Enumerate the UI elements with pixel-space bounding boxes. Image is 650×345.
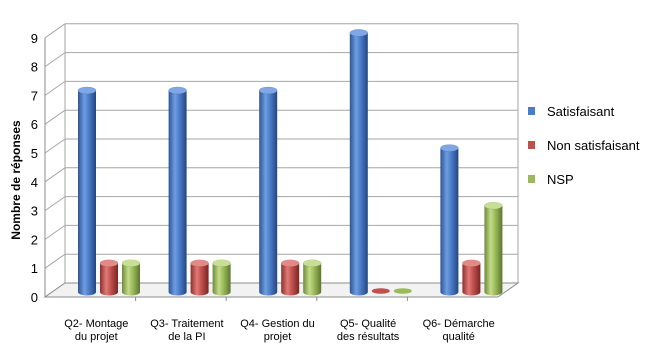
y-tick-label: 8	[31, 60, 38, 75]
bar	[302, 259, 322, 296]
gridline-side	[44, 253, 66, 269]
gridline-side	[44, 52, 66, 68]
legend-swatch	[528, 107, 535, 115]
y-tick-label: 5	[31, 146, 38, 161]
gridline-side	[44, 23, 66, 39]
y-tick-label: 9	[31, 31, 38, 46]
gridline-side	[44, 167, 66, 183]
y-tick-label: 2	[31, 232, 38, 247]
x-tick-label: Q5- Qualité des résultats	[337, 318, 400, 343]
bar	[349, 29, 369, 296]
bar	[462, 259, 481, 296]
y-tick-label: 3	[31, 204, 38, 219]
bar	[258, 86, 278, 296]
legend-label: NSP	[547, 172, 574, 187]
bar	[121, 259, 141, 296]
legend-swatch	[528, 175, 535, 183]
bar	[393, 288, 412, 294]
legend: Satisfaisant Non satisfaisant NSP	[528, 104, 640, 187]
grid-layer	[44, 23, 519, 298]
y-tick-label: 4	[31, 175, 38, 190]
x-tick-label: Q2- Montage du projet	[64, 318, 128, 343]
bar	[99, 259, 119, 296]
bar	[190, 259, 209, 296]
y-tick-label: 1	[31, 261, 38, 276]
legend-label: Satisfaisant	[547, 104, 615, 119]
bar	[371, 288, 390, 294]
x-tick-label: Q3- Traitement de la PI	[150, 318, 223, 343]
bar	[77, 86, 97, 296]
gridline-side	[44, 109, 66, 125]
y-tick-label: 0	[31, 290, 38, 305]
x-tick-label: Q6- Démarche qualité	[423, 318, 495, 343]
labels-layer: 0 1 2 3 4 5 6 7 8 9 Q2- Montage du projet Q3- Traite…	[31, 31, 495, 343]
bar	[280, 259, 300, 296]
bar	[168, 86, 187, 296]
x-tick-label: Q4- Gestion du projet	[240, 318, 315, 343]
bar	[212, 259, 231, 296]
legend-label: Non satisfaisant	[547, 138, 640, 153]
bar	[440, 144, 459, 296]
gridline-side	[44, 80, 66, 96]
bar	[484, 201, 503, 296]
y-tick-label: 6	[31, 117, 38, 132]
legend-swatch	[528, 141, 535, 149]
y-axis-title: Nombre de réponses	[9, 120, 23, 240]
gridline-side	[44, 224, 66, 240]
gridline-side	[44, 138, 66, 154]
gridline-side	[44, 196, 66, 212]
y-tick-label: 7	[31, 88, 38, 103]
bars-layer	[77, 29, 503, 296]
